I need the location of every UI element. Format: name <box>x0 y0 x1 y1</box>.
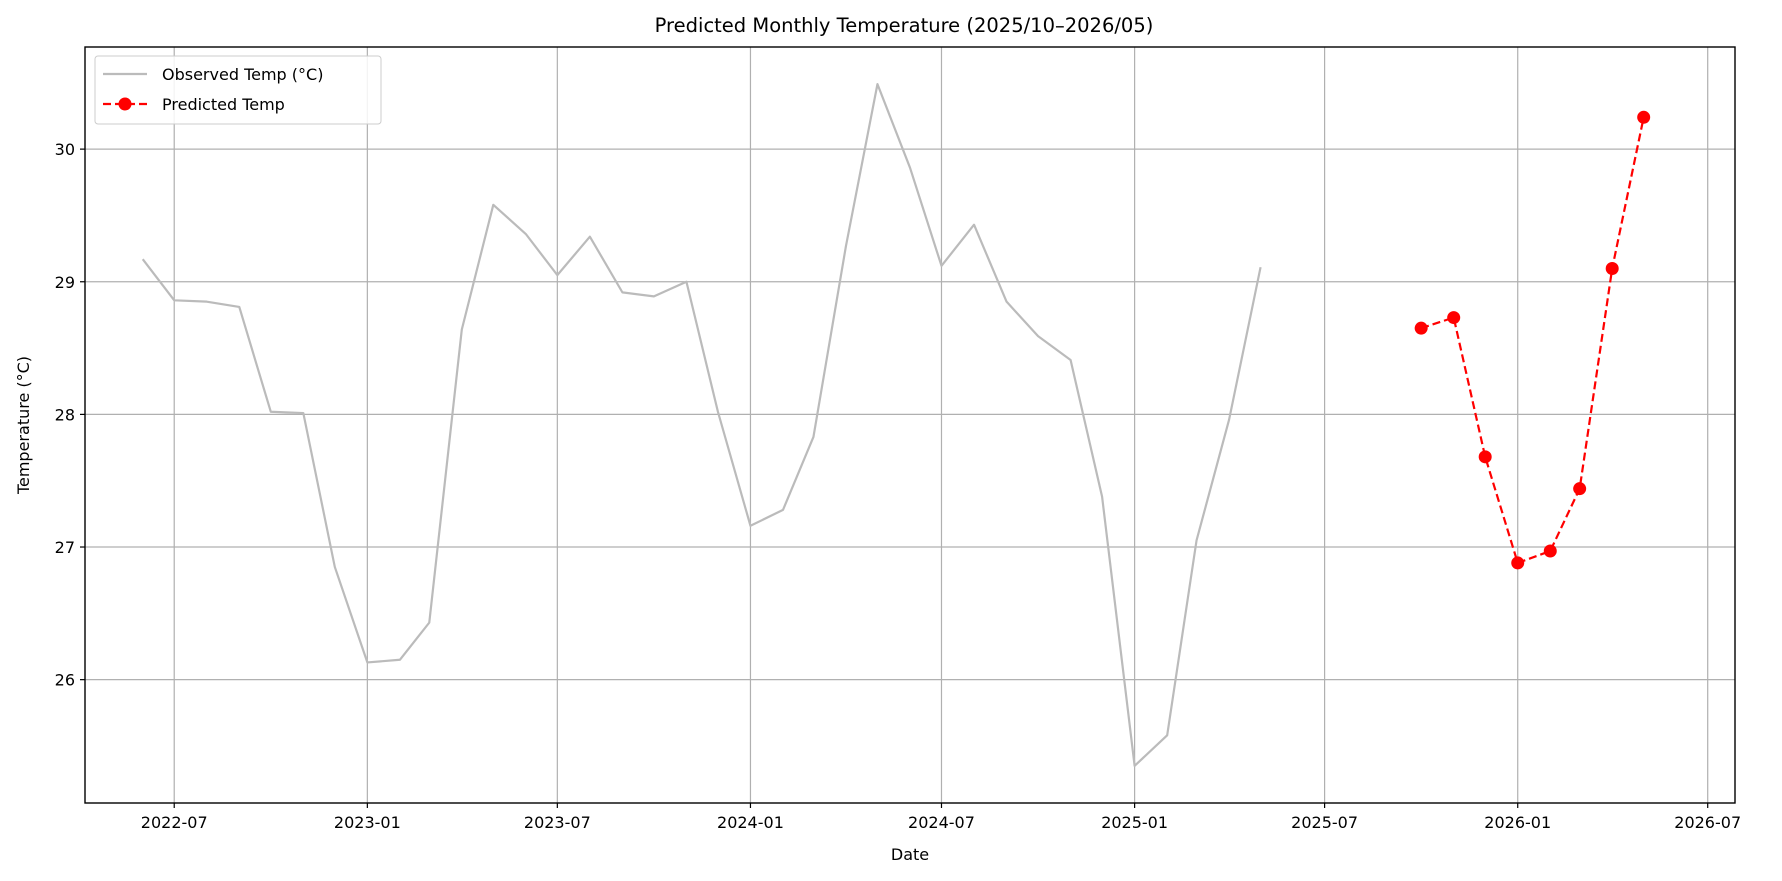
y-axis: 26 27 28 29 30 <box>55 140 85 690</box>
predicted-point <box>1637 110 1651 124</box>
y-tick-label: 26 <box>55 671 75 690</box>
observed-series-line <box>141 83 1262 767</box>
predicted-series-line <box>1420 117 1645 565</box>
legend-predicted-label: Predicted Temp <box>162 95 285 114</box>
x-tick-label: 2026-01 <box>1484 813 1551 832</box>
legend-observed-label: Observed Temp (°C) <box>162 65 323 84</box>
x-axis: 2022-07 2023-01 2023-07 2024-01 2024-07 2025-… <box>141 803 1741 832</box>
x-tick-label: 2024-01 <box>717 813 784 832</box>
series-layer <box>141 83 1651 767</box>
x-tick-label: 2025-07 <box>1291 813 1358 832</box>
predicted-point <box>1478 450 1492 464</box>
legend-box <box>94 55 382 125</box>
x-tick-label: 2024-07 <box>908 813 975 832</box>
x-tick-label: 2023-01 <box>334 813 401 832</box>
predicted-point <box>1605 261 1619 275</box>
legend-predicted-marker <box>118 97 132 111</box>
y-axis-label: Temperature (°C) <box>14 356 33 495</box>
legend: Observed Temp (°C) Predicted Temp <box>94 55 382 125</box>
y-tick-label: 29 <box>55 273 75 292</box>
predicted-point <box>1511 556 1525 570</box>
plot-frame <box>84 46 1736 804</box>
x-tick-label: 2026-07 <box>1674 813 1741 832</box>
predicted-point <box>1543 544 1557 558</box>
predicted-point <box>1447 311 1461 325</box>
x-tick-label: 2022-07 <box>141 813 208 832</box>
y-tick-label: 28 <box>55 405 75 424</box>
predicted-point <box>1573 482 1587 496</box>
grid <box>85 47 1735 803</box>
chart-title: Predicted Monthly Temperature (2025/10–2… <box>655 14 1154 37</box>
x-axis-label: Date <box>891 845 929 864</box>
predicted-point <box>1414 321 1428 335</box>
y-tick-label: 30 <box>55 140 75 159</box>
x-tick-label: 2025-01 <box>1101 813 1168 832</box>
y-tick-label: 27 <box>55 538 75 557</box>
x-tick-label: 2023-07 <box>524 813 591 832</box>
